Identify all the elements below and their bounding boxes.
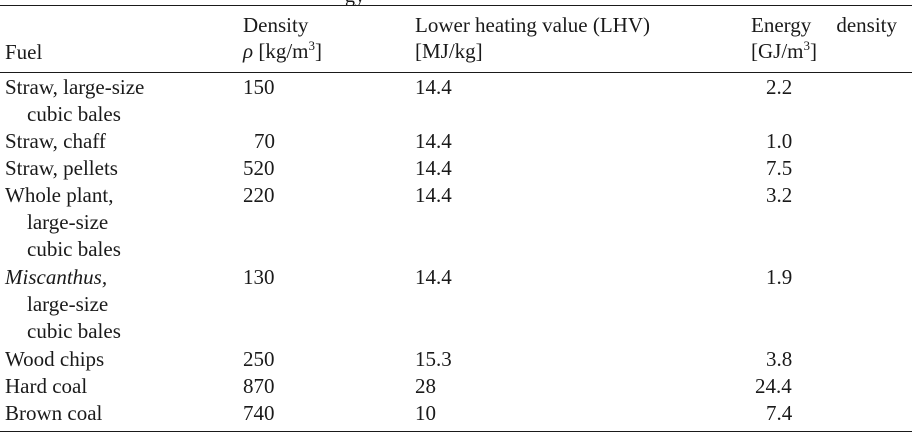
header-energy-title: Energy density — [751, 13, 897, 37]
header-density-unit: ρ [kg/m3] — [243, 38, 323, 63]
density-cell: 870 — [243, 374, 275, 398]
header-density: Density ρ [kg/m3] — [243, 12, 322, 64]
fuel-cell: Brown coal — [5, 401, 103, 425]
lhv-cell: 10 — [415, 401, 436, 425]
fuel-cell: Straw, large-size — [5, 75, 145, 99]
energy-cell: 24.4 — [755, 374, 792, 398]
header-energy-unit: [GJ/m3] — [751, 38, 817, 63]
table-row: Straw, large-size cubic bales — [5, 74, 144, 128]
energy-cell: 3.8 — [766, 347, 793, 371]
lhv-cell: 14.4 — [415, 75, 452, 99]
table-header-rule — [0, 72, 912, 73]
table-row: Straw, pellets — [5, 155, 118, 182]
fuel-cell-cont: large-size — [27, 210, 109, 234]
lhv-cell: 14.4 — [415, 156, 452, 180]
fuel-cell-cont: cubic bales — [27, 102, 121, 126]
density-cell: 520 — [243, 156, 275, 180]
density-cell: 150 — [243, 75, 275, 99]
fuel-cell-cont: large-size — [27, 292, 109, 316]
header-energy-density: Energy density [GJ/m3] — [751, 12, 897, 64]
table-top-rule — [0, 5, 912, 6]
header-lhv: Lower heating value (LHV) [MJ/kg] — [415, 12, 650, 64]
energy-cell: 1.0 — [766, 129, 793, 153]
fuel-cell: Whole plant, — [5, 183, 114, 207]
energy-cell: 7.5 — [766, 156, 793, 180]
header-lhv-title: Lower heating value (LHV) — [415, 13, 650, 37]
fuel-cell-cont: cubic bales — [27, 237, 121, 261]
table-row: Hard coal — [5, 373, 87, 400]
header-fuel: Fuel — [5, 40, 43, 64]
energy-cell: 1.9 — [766, 265, 793, 289]
table-row: Miscanthus, large-size cubic bales — [5, 264, 121, 345]
header-density-title: Density — [243, 13, 309, 37]
fuel-cell: Straw, pellets — [5, 156, 118, 180]
energy-cell: 2.2 — [766, 75, 793, 99]
table-row: Whole plant, large-size cubic bales — [5, 182, 121, 263]
energy-cell: 3.2 — [766, 183, 793, 207]
lhv-cell: 14.4 — [415, 265, 452, 289]
fuel-cell: Hard coal — [5, 374, 88, 398]
lhv-cell: 15.3 — [415, 347, 452, 371]
caption-fragment: gy — [345, 0, 425, 6]
fuel-cell: Wood chips — [5, 347, 105, 371]
header-lhv-unit: [MJ/kg] — [415, 39, 483, 63]
fuel-cell: Miscanthus, — [5, 265, 108, 289]
density-cell: 70 — [254, 129, 275, 153]
table-row: Brown coal — [5, 400, 102, 427]
energy-cell: 7.4 — [766, 401, 793, 425]
table-row: Wood chips — [5, 346, 104, 373]
lhv-cell: 28 — [415, 374, 436, 398]
table-bottom-rule — [0, 431, 912, 432]
density-cell: 250 — [243, 347, 275, 371]
density-cell: 130 — [243, 265, 275, 289]
fuel-cell: Straw, chaff — [5, 129, 106, 153]
header-density-symbol: ρ — [243, 39, 254, 63]
density-cell: 740 — [243, 401, 275, 425]
lhv-cell: 14.4 — [415, 183, 452, 207]
fuel-cell-cont: cubic bales — [27, 319, 121, 343]
table-row: Straw, chaff — [5, 128, 106, 155]
lhv-cell: 14.4 — [415, 129, 452, 153]
density-cell: 220 — [243, 183, 275, 207]
